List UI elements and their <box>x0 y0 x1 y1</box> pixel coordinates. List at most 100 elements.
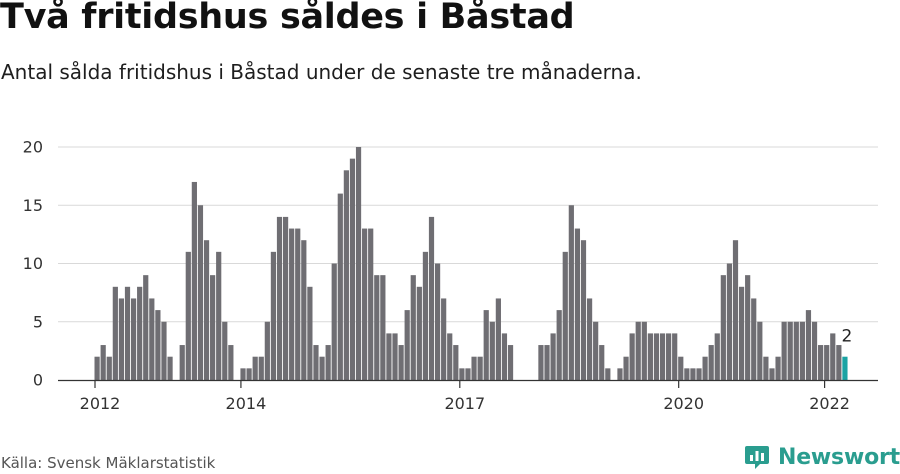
bar <box>301 240 307 380</box>
bar <box>307 286 313 380</box>
bar <box>489 321 495 380</box>
bar <box>599 345 605 380</box>
bar <box>143 275 149 380</box>
bar <box>167 356 173 380</box>
bar <box>793 321 799 380</box>
bar <box>477 356 483 380</box>
bar <box>745 275 751 380</box>
bar <box>416 286 422 380</box>
bar <box>100 345 106 380</box>
bar <box>805 310 812 380</box>
chart-subtitle: Antal sålda fritidshus i Båstad under de… <box>1 60 642 84</box>
bar <box>197 205 204 380</box>
bar <box>714 333 720 380</box>
bar <box>137 286 143 380</box>
bar <box>319 356 325 380</box>
bar <box>738 286 745 380</box>
bar <box>355 147 362 380</box>
bar <box>720 275 726 380</box>
bar <box>641 321 647 380</box>
bar <box>264 321 270 380</box>
bar <box>787 321 793 380</box>
bar <box>295 228 301 380</box>
bar <box>471 356 477 380</box>
bar <box>465 368 471 380</box>
bar <box>635 321 641 380</box>
bar <box>203 240 210 380</box>
bar <box>659 333 666 380</box>
bar <box>769 368 775 380</box>
bar <box>210 275 216 380</box>
y-tick-label: 10 <box>23 254 43 273</box>
bar <box>258 356 264 380</box>
bar <box>434 263 441 380</box>
bar <box>155 310 161 380</box>
bar <box>653 333 660 380</box>
bar <box>586 298 593 380</box>
bar <box>666 333 672 380</box>
bar <box>337 193 343 380</box>
chart-title: Två fritidshus såldes i Båstad <box>0 0 575 37</box>
bar <box>240 368 246 380</box>
bar <box>276 216 283 380</box>
bar <box>775 356 781 380</box>
y-tick-label: 5 <box>33 312 43 331</box>
x-tick-label: 2020 <box>663 394 704 413</box>
bar <box>106 356 112 380</box>
bar <box>544 345 550 380</box>
bar <box>459 368 465 380</box>
bar <box>441 298 447 380</box>
bar <box>410 275 416 380</box>
bar <box>252 356 258 380</box>
x-tick-label: 2012 <box>80 394 121 413</box>
bar <box>380 275 386 380</box>
bar <box>732 240 739 380</box>
bar <box>507 345 514 380</box>
bar <box>228 345 234 380</box>
bar <box>112 286 118 380</box>
bar <box>422 251 429 380</box>
source-note: Källa: Svensk Mäklarstatistik <box>1 454 216 472</box>
bar <box>501 333 508 380</box>
bar <box>678 356 684 380</box>
bar <box>781 321 787 380</box>
bar <box>289 228 295 380</box>
bar <box>568 205 574 380</box>
bar <box>325 345 331 380</box>
bar <box>702 356 708 380</box>
bar <box>404 310 410 380</box>
bar <box>191 181 197 380</box>
bar <box>708 345 714 380</box>
bar <box>94 356 100 380</box>
bar <box>593 321 599 380</box>
bar <box>830 333 836 380</box>
bar <box>605 368 611 380</box>
bar <box>124 286 131 380</box>
bar <box>684 368 690 380</box>
bar <box>550 333 556 380</box>
bar <box>453 345 459 380</box>
bar-chart: 0 5 10 15 20 2012 2014 2017 2020 2022 2 <box>23 138 878 413</box>
bar <box>617 368 623 380</box>
bar <box>246 368 252 380</box>
bar <box>398 345 404 380</box>
bar <box>343 170 349 380</box>
data-label-last: 2 <box>842 327 853 347</box>
bar <box>672 333 678 380</box>
bar <box>811 321 818 380</box>
bar <box>149 298 155 380</box>
bar <box>270 251 277 380</box>
bar <box>696 368 702 380</box>
x-tick-label: 2017 <box>444 394 485 413</box>
bar <box>495 298 501 380</box>
y-tick-label: 20 <box>23 138 43 157</box>
bar <box>757 321 763 380</box>
y-tick-label: 0 <box>33 371 43 390</box>
bar <box>222 321 228 380</box>
bar <box>185 251 191 380</box>
bar <box>362 228 368 380</box>
bar <box>799 321 805 380</box>
bar <box>130 298 137 380</box>
bar <box>726 263 733 380</box>
y-tick-label: 15 <box>23 196 43 215</box>
